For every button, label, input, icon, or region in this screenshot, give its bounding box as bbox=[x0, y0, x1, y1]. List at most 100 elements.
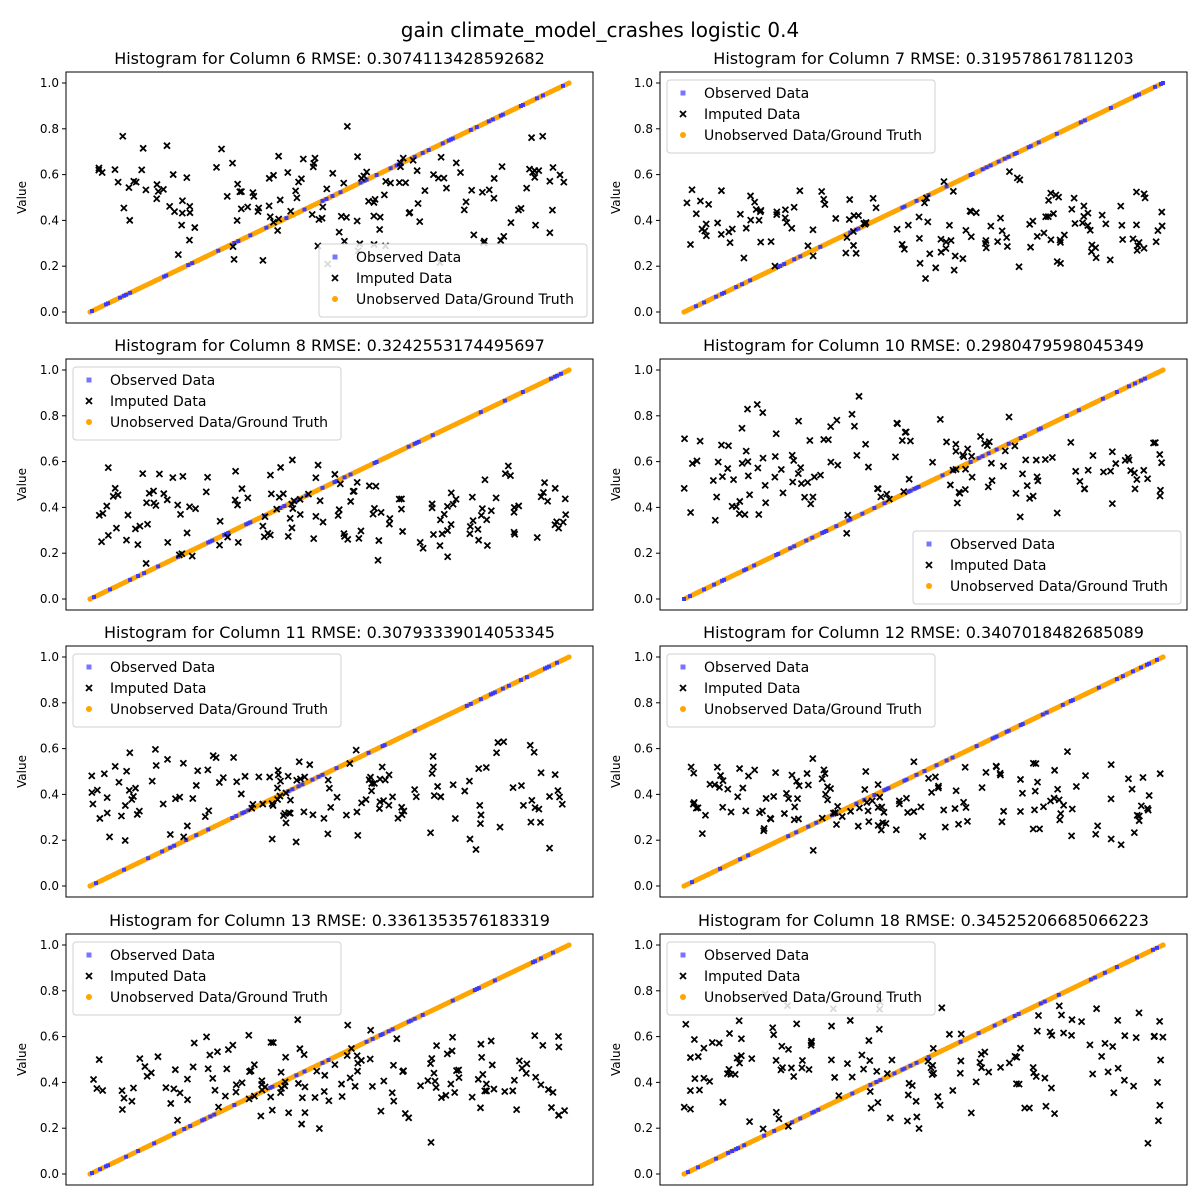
imputed-point bbox=[1047, 236, 1055, 244]
imputed-point bbox=[414, 199, 422, 208]
imputed-point bbox=[176, 1089, 184, 1097]
imputed-point bbox=[988, 476, 996, 485]
imputed-point bbox=[432, 1083, 440, 1092]
imputed-point bbox=[1132, 221, 1141, 229]
imputed-point bbox=[788, 771, 796, 779]
imputed-point bbox=[300, 1050, 308, 1059]
imputed-point bbox=[718, 472, 727, 481]
observed-point bbox=[1018, 723, 1023, 728]
observed-point bbox=[810, 1110, 815, 1115]
imputed-point bbox=[349, 487, 357, 495]
imputed-point bbox=[416, 217, 424, 226]
imputed-point bbox=[1088, 241, 1096, 249]
observed-point bbox=[722, 577, 727, 582]
imputed-point bbox=[1137, 802, 1145, 810]
imputed-point bbox=[153, 180, 161, 189]
imputed-point bbox=[844, 511, 852, 519]
imputed-point bbox=[312, 512, 320, 521]
imputed-point bbox=[205, 807, 213, 815]
imputed-point bbox=[122, 536, 131, 544]
imputed-point bbox=[396, 163, 405, 171]
imputed-point bbox=[285, 1109, 293, 1117]
imputed-point bbox=[821, 200, 829, 209]
imputed-point bbox=[376, 798, 384, 806]
observed-point bbox=[1130, 669, 1135, 674]
imputed-point bbox=[769, 1024, 777, 1032]
imputed-point bbox=[437, 153, 445, 161]
imputed-point bbox=[1152, 238, 1160, 246]
imputed-point bbox=[167, 1099, 175, 1108]
imputed-point bbox=[443, 502, 452, 511]
imputed-point bbox=[952, 440, 960, 448]
observed-point bbox=[1088, 977, 1093, 982]
observed-point bbox=[520, 103, 525, 108]
imputed-point bbox=[390, 1097, 398, 1105]
legend-label: Imputed Data bbox=[704, 969, 800, 985]
imputed-point bbox=[233, 180, 242, 188]
imputed-point bbox=[793, 795, 802, 803]
observed-point bbox=[1060, 702, 1065, 707]
observed-point bbox=[740, 282, 745, 287]
imputed-point bbox=[324, 830, 332, 838]
imputed-point bbox=[740, 254, 748, 262]
imputed-point bbox=[451, 814, 459, 823]
imputed-point bbox=[103, 793, 111, 802]
imputed-point bbox=[311, 1093, 319, 1102]
observed-point bbox=[812, 1109, 817, 1114]
imputed-point bbox=[364, 197, 373, 205]
imputed-point bbox=[287, 207, 295, 215]
imputed-point bbox=[1013, 174, 1021, 182]
imputed-point bbox=[258, 1086, 266, 1094]
imputed-point bbox=[781, 206, 790, 214]
imputed-point bbox=[1098, 1052, 1106, 1060]
y-tick-label: 0.8 bbox=[634, 122, 653, 136]
observed-point bbox=[488, 692, 493, 697]
legend-label: Imputed Data bbox=[110, 969, 206, 985]
observed-point bbox=[1006, 154, 1011, 159]
imputed-point bbox=[266, 213, 274, 221]
imputed-point bbox=[798, 1056, 807, 1065]
imputed-point bbox=[166, 202, 174, 211]
imputed-point bbox=[1120, 1076, 1129, 1084]
imputed-point bbox=[1107, 761, 1115, 769]
imputed-point bbox=[967, 1109, 975, 1117]
observed-point bbox=[128, 577, 133, 582]
imputed-point bbox=[452, 159, 460, 167]
imputed-point bbox=[855, 392, 863, 400]
imputed-point bbox=[738, 459, 746, 468]
observed-point bbox=[816, 1107, 821, 1112]
imputed-point bbox=[962, 803, 970, 812]
observed-point bbox=[264, 225, 269, 230]
imputed-point bbox=[866, 1056, 874, 1065]
imputed-point bbox=[861, 785, 869, 794]
observed-point bbox=[734, 285, 739, 290]
observed-point bbox=[798, 1116, 803, 1121]
observed-point bbox=[742, 568, 747, 573]
imputed-point bbox=[189, 1063, 197, 1071]
imputed-point bbox=[215, 541, 224, 549]
observed-point bbox=[848, 230, 853, 235]
imputed-point bbox=[148, 777, 156, 785]
observed-point bbox=[478, 410, 483, 415]
legend-box bbox=[318, 243, 588, 318]
imputed-point bbox=[476, 801, 484, 810]
imputed-point bbox=[1035, 825, 1044, 833]
legend-marker-imputed bbox=[85, 684, 93, 692]
imputed-point bbox=[803, 769, 811, 778]
imputed-point bbox=[859, 1065, 868, 1073]
imputed-point bbox=[466, 530, 474, 538]
legend-marker-observed bbox=[332, 254, 338, 260]
imputed-point bbox=[507, 218, 515, 227]
observed-point bbox=[884, 787, 889, 792]
observed-point bbox=[162, 274, 167, 279]
imputed-point bbox=[286, 514, 294, 522]
imputed-point bbox=[429, 171, 438, 179]
imputed-point bbox=[304, 490, 313, 498]
imputed-point bbox=[223, 1065, 231, 1073]
observed-point bbox=[168, 845, 173, 850]
imputed-point bbox=[1068, 205, 1076, 213]
observed-point bbox=[900, 1067, 905, 1072]
imputed-point bbox=[255, 773, 263, 781]
imputed-point bbox=[866, 1087, 874, 1096]
